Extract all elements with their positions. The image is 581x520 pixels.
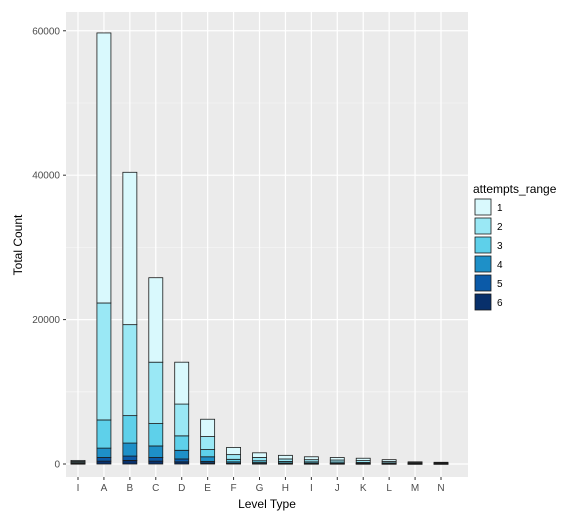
bar-segment-3 bbox=[148, 423, 164, 447]
bar-segment-4 bbox=[148, 445, 164, 458]
bar-segment-6 bbox=[122, 459, 138, 465]
x-tick-label: I bbox=[77, 483, 80, 494]
x-tick-label: J bbox=[335, 483, 340, 494]
bar-segment-2 bbox=[174, 403, 190, 437]
bar-segment-4 bbox=[96, 447, 112, 458]
x-axis-title: Level Type bbox=[238, 497, 296, 511]
legend-label: 5 bbox=[497, 279, 503, 290]
bar-segment-1 bbox=[174, 361, 190, 405]
bar-segment-3 bbox=[174, 435, 190, 451]
legend-label: 6 bbox=[497, 298, 503, 309]
bar-segment-1 bbox=[355, 457, 371, 461]
bar-segment-4 bbox=[200, 456, 216, 462]
legend-key-3 bbox=[474, 236, 492, 254]
bar-segment-2 bbox=[252, 457, 267, 462]
legend-label: 2 bbox=[497, 222, 503, 233]
bars bbox=[70, 32, 449, 465]
legend-key-1 bbox=[474, 198, 492, 216]
bar-segment-1 bbox=[96, 32, 112, 304]
x-tick-label: G bbox=[256, 483, 264, 494]
x-tick-label: F bbox=[231, 483, 237, 494]
legend-label: 4 bbox=[497, 260, 503, 271]
y-axis-title: Total Count bbox=[11, 214, 25, 275]
legend-title: attempts_range bbox=[473, 182, 557, 196]
bar-segment-1 bbox=[70, 459, 86, 462]
bar-segment-2 bbox=[96, 302, 112, 421]
bar-segment-2 bbox=[226, 454, 241, 460]
legend-key-5 bbox=[474, 274, 492, 292]
bar-segment-5 bbox=[174, 458, 190, 463]
bar-segment-2 bbox=[148, 361, 164, 424]
bar-segment-1 bbox=[329, 457, 345, 461]
bar-segment-1 bbox=[226, 446, 241, 456]
y-tick-label: 40000 bbox=[32, 171, 60, 182]
bar-segment-6 bbox=[96, 460, 112, 465]
x-tick-label: L bbox=[386, 483, 392, 494]
bar-segment-3 bbox=[122, 415, 138, 444]
bar-segment-1 bbox=[303, 456, 319, 461]
y-tick-label: 0 bbox=[54, 460, 60, 471]
x-tick-label: H bbox=[282, 483, 289, 494]
bar-segment-1 bbox=[433, 461, 449, 464]
legend-label: 1 bbox=[497, 203, 503, 214]
y-tick-label: 60000 bbox=[32, 26, 60, 37]
x-tick-label: N bbox=[437, 483, 444, 494]
legend-label: 3 bbox=[497, 241, 503, 252]
bar-segment-4 bbox=[122, 442, 138, 457]
y-axis: 0 20000 40000 60000 bbox=[32, 26, 66, 471]
x-tick-label: C bbox=[152, 483, 159, 494]
x-tick-label: A bbox=[101, 483, 108, 494]
x-tick-label: K bbox=[360, 483, 367, 494]
x-tick-label: M bbox=[411, 483, 419, 494]
bar-segment-3 bbox=[96, 419, 112, 449]
bar-segment-1 bbox=[407, 461, 423, 464]
bar-segment-1 bbox=[278, 454, 293, 460]
bar-segment-1 bbox=[122, 171, 138, 326]
y-tick-label: 20000 bbox=[32, 315, 60, 326]
bar-segment-2 bbox=[122, 324, 138, 417]
bar-segment-3 bbox=[200, 449, 216, 458]
x-tick-label: I bbox=[310, 483, 313, 494]
legend-key-6 bbox=[474, 293, 492, 311]
legend-key-2 bbox=[474, 217, 492, 235]
legend-key-4 bbox=[474, 255, 492, 273]
bar-segment-1 bbox=[148, 277, 164, 363]
bar-segment-5 bbox=[96, 457, 112, 462]
x-tick-label: D bbox=[178, 483, 185, 494]
bar-segment-5 bbox=[122, 455, 138, 461]
bar-segment-5 bbox=[148, 457, 164, 462]
bar-segment-1 bbox=[252, 452, 267, 458]
bar-segment-2 bbox=[200, 436, 216, 450]
legend: attempts_range 1 2 3 4 5 6 bbox=[473, 182, 557, 311]
bar-segment-1 bbox=[381, 459, 397, 462]
bar-segment-6 bbox=[148, 460, 164, 465]
x-tick-label: E bbox=[204, 483, 211, 494]
bar-segment-1 bbox=[200, 418, 216, 437]
x-tick-label: B bbox=[127, 483, 134, 494]
bar-segment-4 bbox=[174, 449, 190, 460]
